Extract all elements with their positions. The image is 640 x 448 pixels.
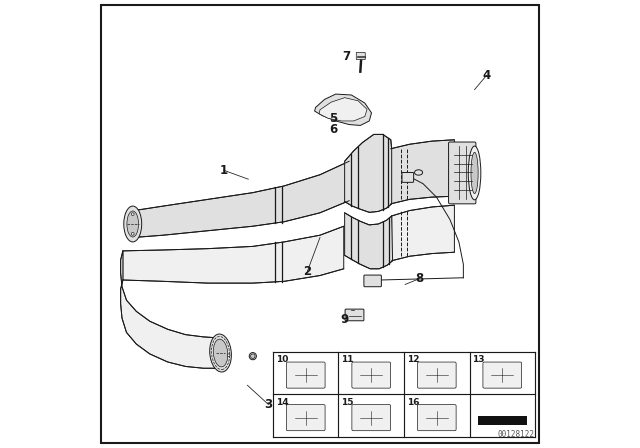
Text: 9: 9 xyxy=(340,313,349,326)
Ellipse shape xyxy=(471,152,478,194)
Text: 5: 5 xyxy=(330,112,337,125)
Text: 12: 12 xyxy=(406,355,419,364)
Polygon shape xyxy=(315,94,371,125)
Polygon shape xyxy=(319,98,367,121)
Ellipse shape xyxy=(131,233,134,235)
Polygon shape xyxy=(392,205,454,261)
Ellipse shape xyxy=(250,354,255,358)
Ellipse shape xyxy=(468,146,481,200)
Text: 1: 1 xyxy=(220,164,228,177)
Ellipse shape xyxy=(210,334,232,372)
Polygon shape xyxy=(123,226,344,283)
Ellipse shape xyxy=(213,339,228,367)
Text: 00128122: 00128122 xyxy=(497,430,534,439)
FancyBboxPatch shape xyxy=(417,405,456,431)
Polygon shape xyxy=(344,213,392,269)
FancyBboxPatch shape xyxy=(449,142,476,204)
FancyBboxPatch shape xyxy=(417,362,456,388)
Text: 16: 16 xyxy=(406,398,419,407)
Text: 4: 4 xyxy=(483,69,491,82)
FancyBboxPatch shape xyxy=(402,172,413,182)
FancyBboxPatch shape xyxy=(345,309,364,321)
Ellipse shape xyxy=(131,213,134,215)
Text: 8: 8 xyxy=(415,272,424,285)
FancyBboxPatch shape xyxy=(286,362,325,388)
Text: 7: 7 xyxy=(342,49,350,63)
FancyBboxPatch shape xyxy=(352,405,390,431)
Polygon shape xyxy=(391,140,454,204)
Ellipse shape xyxy=(127,211,139,237)
Text: 10: 10 xyxy=(276,355,288,364)
Ellipse shape xyxy=(415,170,422,175)
FancyBboxPatch shape xyxy=(356,52,365,60)
Ellipse shape xyxy=(249,353,257,360)
Text: 13: 13 xyxy=(472,355,484,364)
Ellipse shape xyxy=(124,206,141,242)
Text: 3: 3 xyxy=(264,398,273,411)
FancyBboxPatch shape xyxy=(483,362,522,388)
Text: 6: 6 xyxy=(330,123,337,137)
Polygon shape xyxy=(120,251,217,368)
Polygon shape xyxy=(344,134,392,212)
Polygon shape xyxy=(134,161,349,237)
Text: 14: 14 xyxy=(276,398,288,407)
FancyBboxPatch shape xyxy=(286,405,325,431)
Bar xyxy=(477,416,527,425)
Text: 2: 2 xyxy=(303,264,312,278)
FancyBboxPatch shape xyxy=(352,362,390,388)
Text: 15: 15 xyxy=(341,398,354,407)
Text: 11: 11 xyxy=(341,355,354,364)
FancyBboxPatch shape xyxy=(364,275,381,287)
Ellipse shape xyxy=(227,354,230,357)
